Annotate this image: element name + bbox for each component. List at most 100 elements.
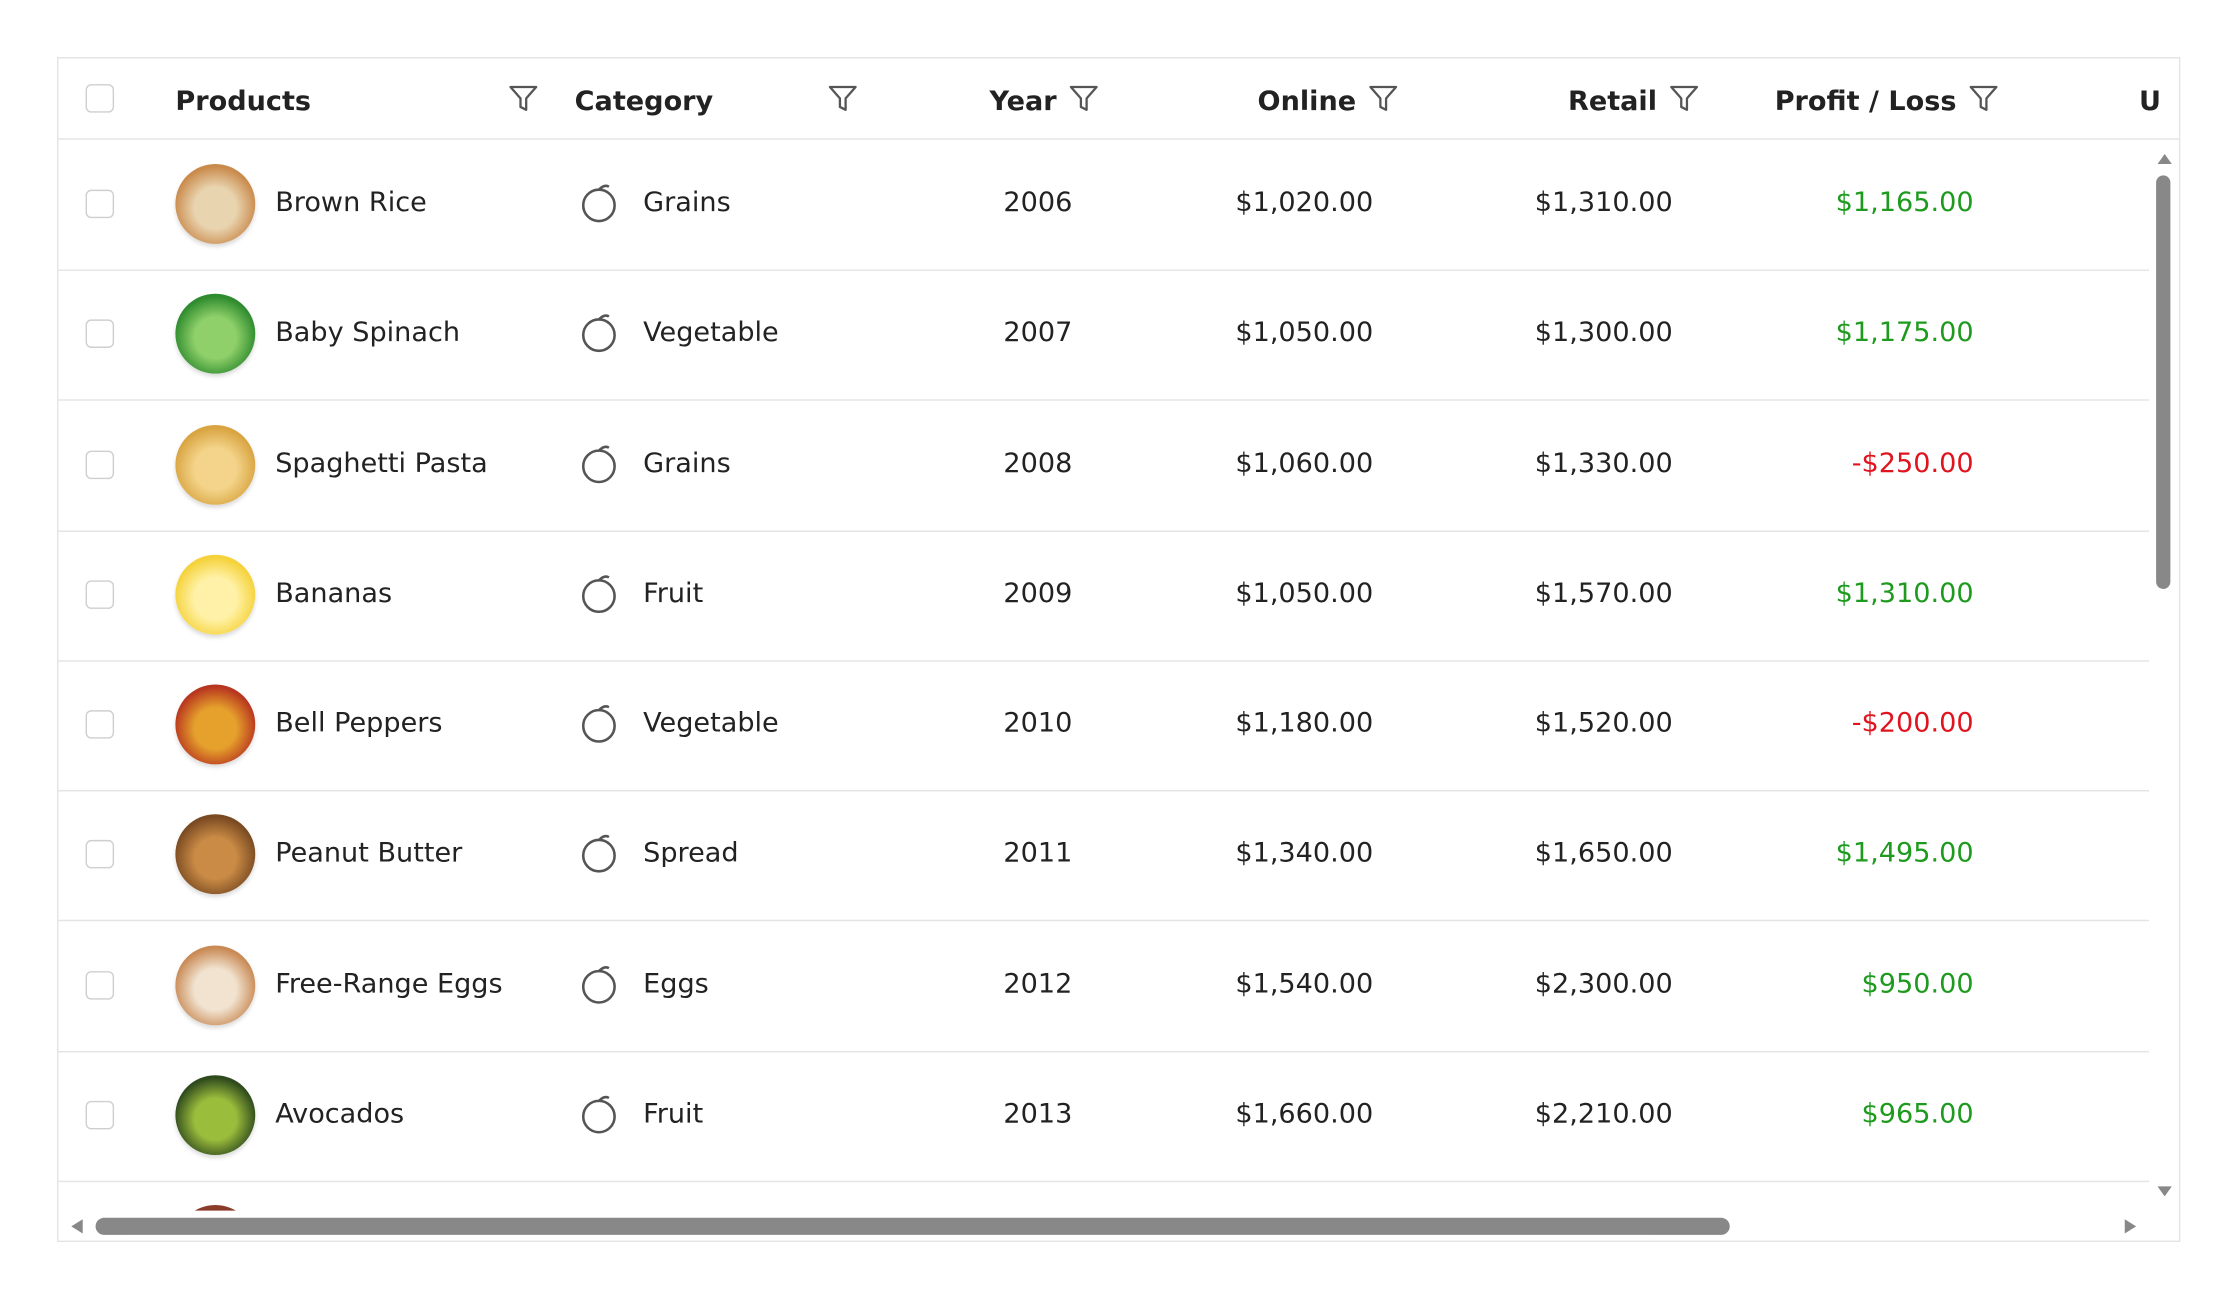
category-name: Grains	[643, 447, 731, 479]
row-checkbox[interactable]	[85, 449, 115, 479]
category-name: Vegetable	[643, 316, 779, 349]
category-name: Grains	[643, 186, 731, 219]
profit-loss: $1,165.00	[1835, 186, 1974, 219]
online-price: $1,050.00	[1235, 577, 1374, 609]
table-row: Bell Peppers Vegetable 2010 $1,180.00 $1,520…	[58, 660, 2149, 792]
row-checkbox[interactable]	[85, 840, 115, 869]
profit-loss: -$200.00	[1851, 707, 1974, 739]
product-name: Bananas	[275, 577, 393, 609]
row-checkbox[interactable]	[85, 970, 115, 999]
category-name: Spread	[643, 837, 739, 869]
category-name: Eggs	[643, 967, 709, 999]
column-header[interactable]: Online	[1257, 85, 1357, 117]
row-checkbox[interactable]	[85, 189, 115, 219]
product-image	[175, 163, 256, 244]
filter-icon[interactable]	[508, 83, 539, 120]
filter-icon[interactable]	[1068, 83, 1099, 120]
year: 2006	[1003, 186, 1073, 219]
filter-icon[interactable]	[827, 83, 858, 120]
product-name: Brown Rice	[275, 186, 427, 219]
grid-body: Brown Rice Grains 2006 $1,020.00 $1,310.00 $1…	[58, 140, 2149, 1211]
table-row: Free-Range Eggs Eggs 2012 $1,540.00 $2,300.0…	[58, 920, 2149, 1052]
online-price: $1,180.00	[1235, 707, 1374, 739]
table-row: Peanut Butter Spread 2011 $1,340.00 $1,650.0…	[58, 790, 2149, 922]
year: 2008	[1003, 447, 1073, 479]
profit-loss: $1,175.00	[1835, 316, 1974, 349]
row-checkbox[interactable]	[85, 319, 115, 349]
online-price: $1,660.00	[1235, 1097, 1374, 1130]
year: 2013	[1003, 1097, 1073, 1130]
product-name: Spaghetti Pasta	[275, 447, 488, 479]
filter-icon[interactable]	[1968, 83, 1999, 120]
online-price: $1,050.00	[1235, 316, 1374, 349]
online-price: $1,540.00	[1235, 967, 1374, 999]
profit-loss: $950.00	[1861, 967, 1974, 999]
profit-loss: $965.00	[1861, 1097, 1974, 1130]
product-image	[175, 684, 256, 765]
category-name: Fruit	[643, 1097, 704, 1130]
product-name: Avocados	[275, 1097, 405, 1130]
product-image	[175, 554, 256, 635]
column-header[interactable]: Category	[574, 85, 714, 117]
category-icon	[578, 183, 621, 231]
retail-price: $1,570.00	[1534, 577, 1673, 609]
column-header[interactable]: Products	[175, 85, 312, 117]
product-image	[175, 944, 256, 1025]
online-price: $1,060.00	[1235, 447, 1374, 479]
column-header[interactable]: U	[2139, 85, 2162, 117]
product-image	[175, 1204, 256, 1211]
product-image	[175, 294, 256, 374]
table-row: Brown Rice Grains 2006 $1,020.00 $1,310.00 $1…	[58, 140, 2149, 271]
product-image	[175, 814, 256, 895]
year: 2010	[1003, 707, 1073, 739]
category-icon	[578, 443, 621, 491]
category-icon	[578, 573, 621, 621]
profit-loss: -$250.00	[1851, 447, 1974, 479]
table-row: Spaghetti Pasta Grains 2008 $1,060.00 $1,330…	[58, 400, 2149, 532]
product-image	[175, 1074, 256, 1155]
product-name: Peanut Butter	[275, 837, 463, 869]
retail-price: $1,650.00	[1534, 837, 1673, 869]
online-price: $1,340.00	[1235, 837, 1374, 869]
category-name: Fruit	[643, 577, 704, 609]
row-checkbox[interactable]	[85, 710, 115, 739]
retail-price: $1,520.00	[1534, 707, 1673, 739]
filter-icon[interactable]	[1368, 83, 1399, 120]
profit-loss: $1,310.00	[1835, 577, 1974, 609]
retail-price: $2,210.00	[1534, 1097, 1673, 1130]
product-name: Baby Spinach	[275, 316, 461, 349]
product-image	[175, 424, 256, 505]
table-row: Bananas Fruit 2009 $1,050.00 $1,570.00 $1,310…	[58, 530, 2149, 662]
year: 2007	[1003, 316, 1073, 349]
online-price: $1,020.00	[1235, 186, 1374, 219]
category-icon	[578, 833, 621, 881]
category-icon	[578, 1093, 621, 1141]
header-row: Products Category Year Online Retail Profit /…	[58, 58, 2179, 140]
data-grid: Products Category Year Online Retail Profit /…	[57, 57, 2181, 1243]
vertical-scrollbar[interactable]	[2150, 140, 2179, 1210]
profit-loss: $1,495.00	[1835, 837, 1974, 869]
filter-icon[interactable]	[1668, 83, 1699, 120]
retail-price: $2,300.00	[1534, 967, 1673, 999]
retail-price: $1,330.00	[1534, 447, 1673, 479]
select-all-checkbox[interactable]	[85, 84, 115, 113]
category-icon	[578, 703, 621, 751]
table-row: Avocados Fruit 2013 $1,660.00 $2,210.00 $965.…	[58, 1051, 2149, 1182]
row-checkbox[interactable]	[85, 580, 115, 609]
retail-price: $1,310.00	[1534, 186, 1673, 219]
table-row: Baby Spinach Vegetable 2007 $1,050.00 $1,300…	[58, 270, 2149, 402]
column-header[interactable]: Profit / Loss	[1774, 85, 1957, 117]
horizontal-scrollbar[interactable]	[58, 1211, 2149, 1241]
retail-price: $1,300.00	[1534, 316, 1673, 349]
column-header[interactable]: Retail	[1567, 85, 1658, 117]
column-header[interactable]: Year	[989, 85, 1057, 117]
year: 2009	[1003, 577, 1073, 609]
category-icon	[578, 313, 621, 361]
year: 2011	[1003, 837, 1073, 869]
category-icon	[578, 963, 621, 1011]
category-name: Vegetable	[643, 707, 779, 739]
product-name: Bell Peppers	[275, 707, 443, 739]
row-checkbox[interactable]	[85, 1100, 115, 1130]
